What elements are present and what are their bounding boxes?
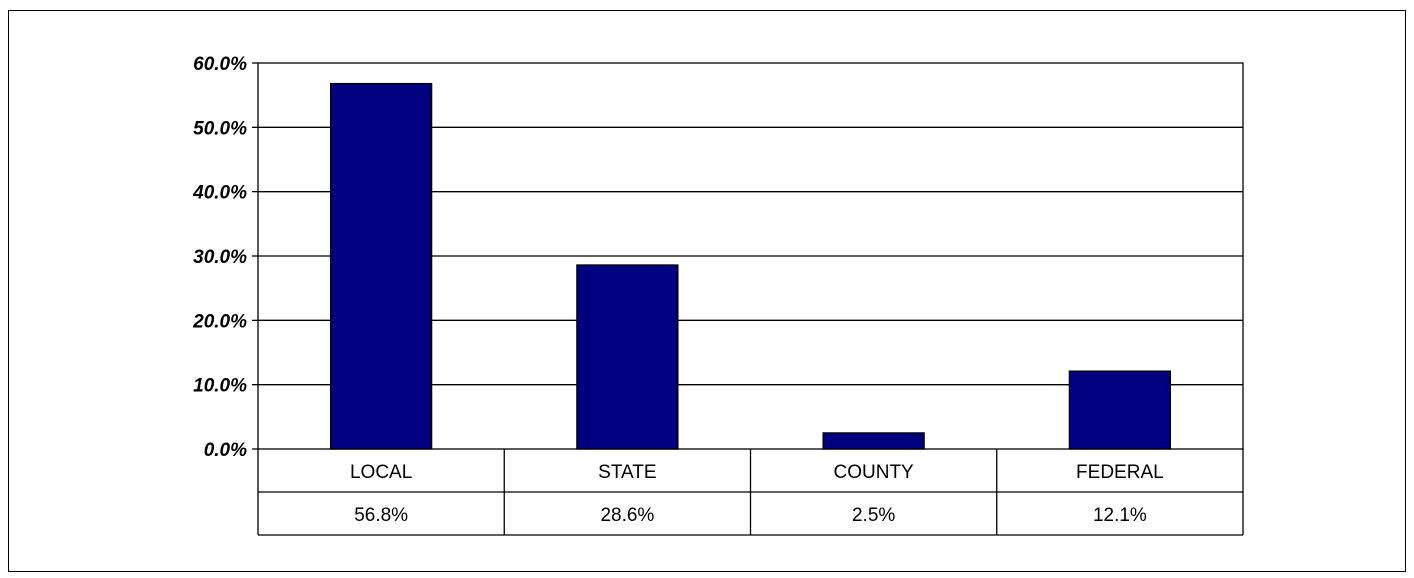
y-tick-label: 10.0% — [193, 376, 247, 397]
y-tick-label: 40.0% — [192, 183, 247, 204]
bar-federal — [1068, 370, 1172, 450]
bar-state — [576, 264, 679, 450]
data-label: 12.1% — [1093, 505, 1147, 526]
data-label: 28.6% — [600, 505, 654, 526]
data-label: 56.8% — [354, 505, 408, 526]
category-label: FEDERAL — [1076, 462, 1164, 483]
category-label: COUNTY — [834, 462, 915, 483]
category-label: LOCAL — [350, 462, 412, 483]
category-label: STATE — [598, 462, 656, 483]
bar-local — [329, 82, 433, 450]
y-tick-label: 60.0% — [193, 54, 247, 75]
chart-frame — [8, 10, 1406, 572]
y-tick-label: 20.0% — [192, 311, 247, 332]
y-tick-label: 30.0% — [193, 247, 247, 268]
y-tick-label: 50.0% — [193, 118, 247, 139]
y-tick-label: 0.0% — [204, 440, 247, 461]
bar-county — [822, 432, 925, 450]
data-label: 2.5% — [852, 505, 895, 526]
